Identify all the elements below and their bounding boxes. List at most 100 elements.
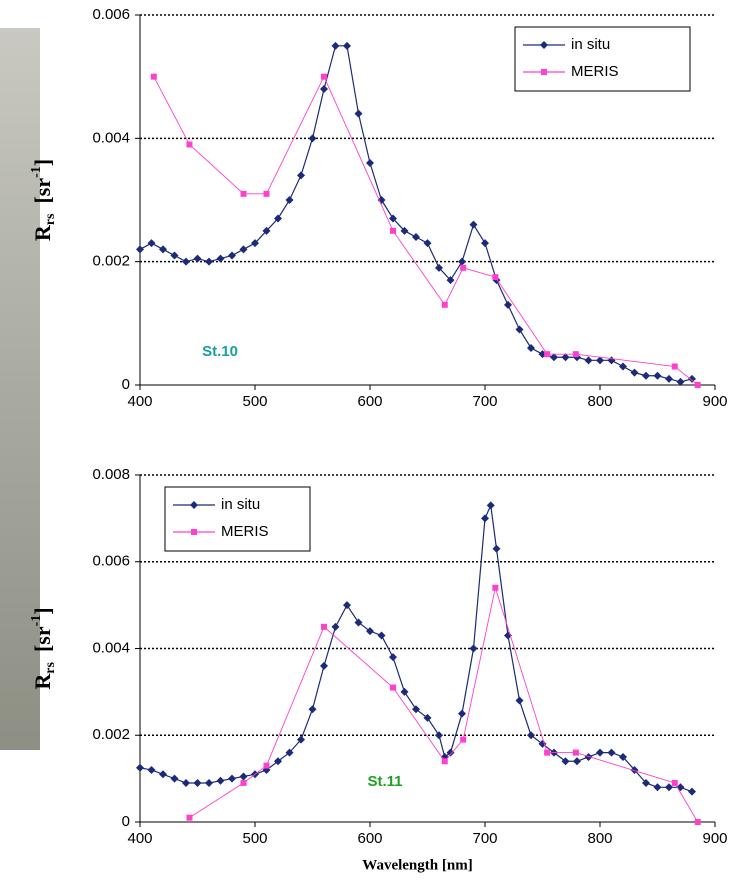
point <box>193 254 202 263</box>
x-tick-label: 900 <box>702 393 727 410</box>
point <box>492 544 501 553</box>
y-axis-label: Rrs [sr-1] <box>29 159 58 241</box>
point <box>619 362 627 371</box>
point <box>377 196 386 204</box>
point <box>239 772 248 781</box>
legend-label: MERIS <box>571 63 619 80</box>
point <box>527 731 535 740</box>
y-tick-label: 0.004 <box>92 129 130 146</box>
y-label-close: ] <box>30 607 55 614</box>
legend-label: in situ <box>221 496 260 513</box>
y-label-unit: [sr <box>30 626 55 652</box>
point <box>285 748 294 757</box>
point <box>170 251 179 260</box>
series-line <box>189 586 699 823</box>
point <box>573 757 581 766</box>
series-line <box>139 45 693 383</box>
point <box>400 687 409 696</box>
point <box>572 749 579 756</box>
point <box>216 776 225 785</box>
point <box>262 226 271 235</box>
y-label-close: ] <box>30 159 55 166</box>
y-label-base: R <box>30 224 55 241</box>
point <box>390 227 396 234</box>
point <box>240 190 247 197</box>
point <box>515 696 524 705</box>
y-tick-label: 0.006 <box>92 6 130 23</box>
point <box>263 762 270 769</box>
point <box>389 653 397 662</box>
point <box>441 758 448 765</box>
point <box>321 623 327 630</box>
point <box>205 257 213 266</box>
x-tick-label: 700 <box>472 830 497 847</box>
point <box>216 254 225 263</box>
y-label-base: R <box>30 673 55 690</box>
point <box>147 765 156 774</box>
point <box>366 159 374 167</box>
point <box>205 778 213 787</box>
point <box>354 618 363 627</box>
point <box>665 374 673 383</box>
point <box>354 109 363 118</box>
point <box>343 41 351 50</box>
x-tick-label: 800 <box>587 830 612 847</box>
legend-box <box>514 26 691 92</box>
point <box>504 300 512 309</box>
point <box>182 257 190 266</box>
point <box>228 774 236 783</box>
y-tick-label: 0.006 <box>92 553 130 570</box>
point <box>412 705 420 714</box>
point <box>458 709 466 718</box>
point <box>297 171 305 180</box>
point <box>193 778 202 787</box>
point <box>331 622 340 631</box>
point <box>136 763 144 772</box>
point <box>460 264 467 271</box>
point <box>170 774 179 783</box>
point <box>285 196 294 204</box>
point <box>486 501 495 510</box>
legend-label: in situ <box>571 36 610 53</box>
point <box>694 382 701 388</box>
point <box>228 251 236 260</box>
point <box>527 344 535 352</box>
y-tick-label: 0 <box>122 376 130 393</box>
point <box>584 356 593 365</box>
point <box>150 73 157 80</box>
y-label-sup: -1 <box>29 615 44 627</box>
point <box>653 371 662 380</box>
y-label-sup: -1 <box>29 166 44 178</box>
point <box>694 819 701 825</box>
point <box>688 374 696 383</box>
point <box>671 779 678 786</box>
x-tick-label: 600 <box>357 393 382 410</box>
point <box>544 351 551 358</box>
point <box>607 356 616 365</box>
point <box>538 739 547 748</box>
point <box>469 644 478 653</box>
point <box>561 353 570 362</box>
point <box>251 239 259 248</box>
point <box>377 631 386 640</box>
point <box>492 584 499 591</box>
point <box>308 134 317 143</box>
point <box>596 356 604 365</box>
point <box>642 371 650 380</box>
x-tick-label: 800 <box>587 393 612 410</box>
y-tick-label: 0.002 <box>92 726 130 743</box>
point <box>481 514 489 523</box>
point <box>239 245 248 254</box>
photo-strip <box>0 28 40 750</box>
point <box>642 778 650 787</box>
point <box>572 351 579 358</box>
y-label-sub: rs <box>43 213 58 225</box>
annotation: St.10 <box>202 343 238 360</box>
point <box>320 661 328 670</box>
point <box>343 601 351 610</box>
point <box>653 783 662 792</box>
point <box>550 353 558 362</box>
point <box>366 627 374 636</box>
x-tick-label: 600 <box>357 830 382 847</box>
y-tick-label: 0.004 <box>92 639 130 656</box>
